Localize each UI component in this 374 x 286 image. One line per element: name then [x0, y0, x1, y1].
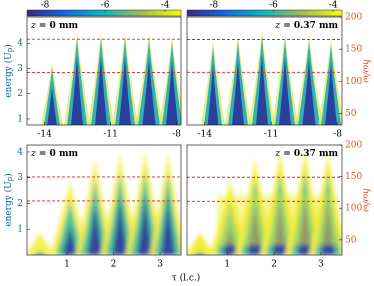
heat-region	[325, 62, 337, 125]
heat-region	[47, 86, 57, 125]
y-tick-label: 4	[17, 147, 23, 157]
heat-region	[71, 56, 83, 125]
heat-region	[95, 56, 107, 125]
heat-region	[112, 197, 128, 255]
y-axis-label-part: energy (U	[3, 181, 14, 227]
panel-annotation: z = 0.37 mm	[274, 21, 338, 31]
heat-region	[191, 252, 209, 255]
heat-region	[137, 195, 153, 255]
y2-axis-label: ℏω/ω	[361, 59, 371, 83]
heat-region	[160, 197, 176, 255]
colorbar-tick-label: -8	[209, 1, 218, 11]
annotation-part: z	[274, 149, 280, 159]
y-axis-label-part: )	[3, 173, 14, 177]
annotation-part: z	[30, 149, 36, 159]
y-tick-label: 2	[17, 199, 23, 209]
panel-annotation: z = 0.37 mm	[274, 149, 338, 159]
y2-tick-label: 150	[345, 45, 362, 55]
colorbar-tick-label: -8	[41, 1, 50, 11]
axes-frame	[26, 16, 182, 126]
y-axis-label: energy (Up)	[3, 44, 15, 98]
axes-frame	[26, 144, 182, 256]
panel-annotation: z = 0 mm	[30, 21, 78, 31]
y-tick-label: 1	[17, 225, 23, 235]
heat-region	[119, 56, 131, 125]
x-tick-label: -11	[103, 130, 118, 140]
heatmap	[187, 150, 342, 255]
axes-frame	[186, 16, 343, 126]
heat-region	[302, 59, 316, 125]
y-axis-label-part: )	[3, 44, 14, 48]
colorbar	[186, 9, 343, 17]
panel-annotation: z = 0 mm	[30, 149, 78, 159]
heat-region	[279, 57, 291, 125]
heat-region	[187, 232, 215, 255]
axes-frame	[186, 144, 343, 256]
x-tick-label: 1	[64, 260, 70, 270]
heat-region	[62, 225, 78, 255]
y2-tick-label: 50	[345, 109, 357, 119]
heat-region	[27, 232, 55, 255]
y2-tick-label: 50	[345, 235, 357, 245]
x-tick-label: -14	[197, 130, 212, 140]
y2-tick-label: 200	[345, 13, 362, 23]
x-tick-label: 3	[318, 260, 324, 270]
annotation-part: = 0.37 mm	[280, 149, 338, 159]
x-tick-label: -8	[172, 130, 181, 140]
heat-region	[166, 60, 178, 125]
colorbar-tick-label: -4	[329, 1, 338, 11]
colorbar-tick-label: -6	[101, 1, 110, 11]
x-tick-label: 3	[157, 260, 163, 270]
x-axis-label: τ (l.c.)	[172, 273, 201, 284]
heatmap	[41, 32, 181, 125]
x-tick-label: -14	[37, 130, 52, 140]
x-tick-label: 2	[271, 260, 277, 270]
heat-region	[256, 54, 268, 125]
x-tick-label: 1	[224, 260, 230, 270]
heat-region	[142, 58, 156, 125]
heat-region	[87, 203, 103, 255]
y-tick-label: 1	[17, 114, 23, 124]
heat-blur	[187, 150, 342, 255]
annotation-part: z	[30, 21, 36, 31]
y-axis-label-part: p	[6, 47, 14, 52]
heat-region	[35, 255, 45, 277]
y-axis-label: energy (Up)	[3, 173, 15, 227]
colorbar-tick-label: -6	[269, 1, 278, 11]
annotation-part: = 0 mm	[36, 21, 79, 31]
y2-tick-label: 200	[345, 141, 362, 151]
y-axis-label-part: energy (U	[3, 52, 14, 98]
y-tick-label: 3	[17, 173, 23, 183]
annotation-part: z	[274, 21, 280, 31]
y-tick-label: 4	[17, 39, 23, 49]
y-axis-label-part: p	[6, 176, 14, 181]
heatmap	[201, 30, 342, 125]
x-tick-label: -8	[333, 130, 342, 140]
heat-region	[207, 64, 219, 125]
heatmap	[27, 150, 181, 277]
y2-tick-label: 100	[345, 77, 362, 87]
heat-region	[31, 252, 49, 255]
heat-blur	[27, 150, 181, 277]
colorbar	[26, 9, 182, 17]
annotation-part: = 0.37 mm	[280, 21, 338, 31]
y2-axis-label: ℏω/ω	[361, 188, 371, 212]
x-tick-label: 2	[111, 260, 117, 270]
y-tick-label: 2	[17, 89, 23, 99]
heat-region	[232, 59, 244, 125]
colorbar-tick-label: -4	[161, 1, 170, 11]
annotation-part: = 0 mm	[36, 149, 79, 159]
y-tick-label: 3	[17, 64, 23, 74]
x-tick-label: -11	[264, 130, 279, 140]
heat-region	[217, 195, 337, 245]
y2-tick-label: 150	[345, 172, 362, 182]
y2-tick-label: 100	[345, 204, 362, 214]
